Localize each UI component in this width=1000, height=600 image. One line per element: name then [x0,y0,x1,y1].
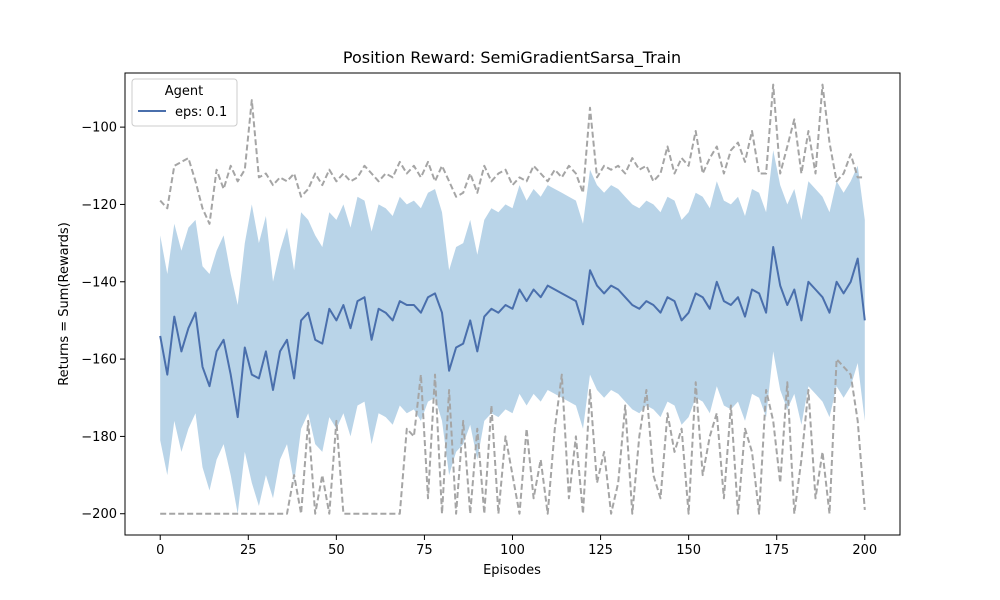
min-line [160,358,866,515]
y-tick-label: −200 [81,507,117,522]
x-tick-label: 175 [764,543,789,558]
minmax-layer [159,83,866,515]
x-tick-label: 100 [500,543,525,558]
legend: Agent eps: 0.1 [131,78,238,127]
y-axis-label: Returns = Sum(Rewards) [57,222,72,386]
legend-title: Agent [165,84,203,99]
y-tick-label: −140 [81,275,117,290]
y-tick-label: −180 [81,430,117,445]
chart-title: Position Reward: SemiGradientSarsa_Train [343,48,681,68]
plot-area [159,83,866,515]
x-axis-ticks: 0 25 50 75 100 125 150 175 200 [156,535,877,558]
legend-box [131,78,238,127]
x-tick-label: 150 [676,543,701,558]
legend-label-eps: eps: 0.1 [175,105,227,120]
x-tick-label: 200 [852,543,877,558]
x-tick-label: 75 [416,543,433,558]
y-tick-label: −100 [81,121,117,136]
x-tick-label: 125 [588,543,613,558]
mean-layer [159,246,866,419]
x-tick-label: 0 [156,543,164,558]
y-axis-ticks: −200 −180 −160 −140 −120 −100 [81,121,125,522]
y-tick-label: −120 [81,198,117,213]
max-line [159,83,865,225]
y-tick-label: −160 [81,353,117,368]
x-tick-label: 50 [328,543,345,558]
mean-line [159,246,866,419]
x-tick-label: 25 [240,543,257,558]
x-axis-label: Episodes [483,563,541,578]
